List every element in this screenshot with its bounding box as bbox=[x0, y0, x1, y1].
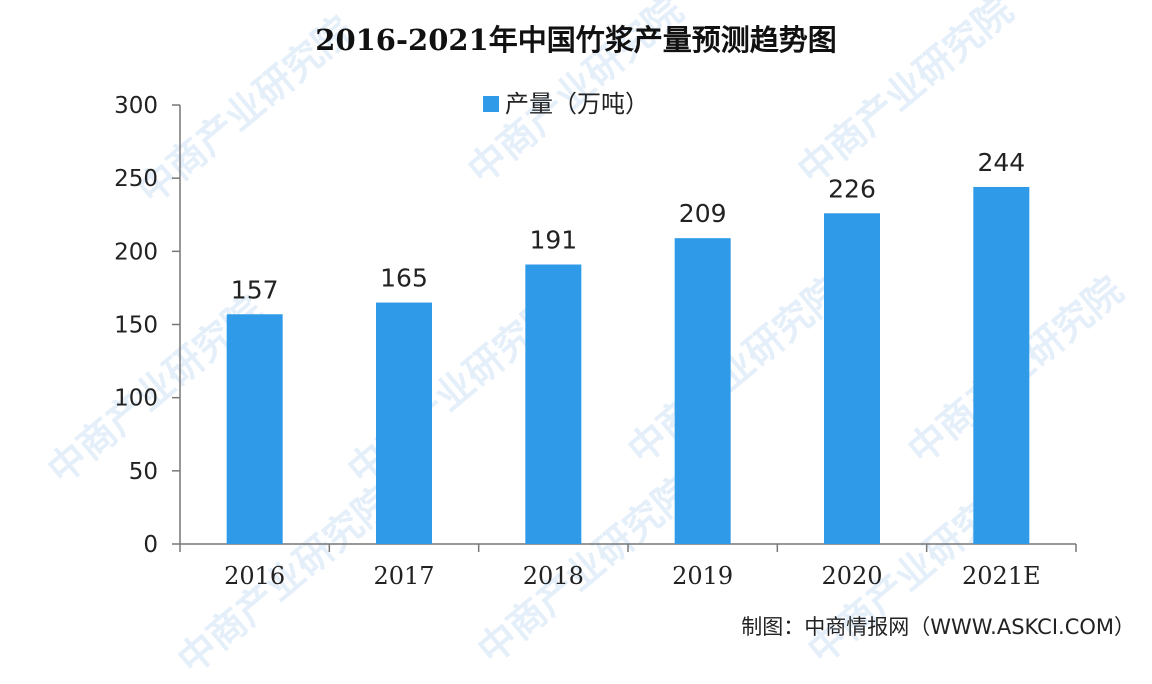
bar bbox=[674, 238, 731, 544]
axes: 0 50 100 150 200 250 300 2016 2017 2018 2019 2020 20… bbox=[114, 93, 1077, 590]
legend: 产量（万吨） bbox=[483, 90, 649, 118]
x-tick-label: 2020 bbox=[821, 562, 882, 590]
legend-label: 产量（万吨） bbox=[505, 90, 649, 118]
source-note: 制图：中商情报网（WWW.ASKCI.COM） bbox=[741, 615, 1135, 639]
y-tick-label: 300 bbox=[114, 93, 158, 119]
x-tick-label: 2021E bbox=[962, 562, 1041, 590]
x-tick-label: 2016 bbox=[224, 562, 285, 590]
y-tick-label: 0 bbox=[143, 532, 158, 558]
bar bbox=[226, 314, 283, 544]
chart-title: 2016-2021年中国竹浆产量预测趋势图 bbox=[315, 23, 836, 57]
data-label: 244 bbox=[977, 148, 1025, 177]
bar bbox=[824, 213, 880, 544]
y-tick-label: 250 bbox=[114, 166, 158, 192]
bars bbox=[226, 186, 1030, 545]
data-label: 226 bbox=[828, 174, 876, 203]
x-tick-label: 2017 bbox=[373, 562, 434, 590]
bar bbox=[973, 186, 1030, 545]
y-tick-label: 200 bbox=[114, 239, 158, 265]
data-label: 209 bbox=[679, 199, 727, 228]
y-tick-label: 100 bbox=[114, 386, 158, 412]
y-tick-label: 150 bbox=[114, 313, 158, 339]
y-tick-label: 50 bbox=[129, 459, 158, 485]
bar-chart: 2016-2021年中国竹浆产量预测趋势图 产量（万吨） 0 50 100 150 20… bbox=[114, 23, 1135, 639]
bar bbox=[376, 302, 432, 544]
legend-swatch bbox=[483, 96, 499, 112]
x-tick-label: 2018 bbox=[523, 562, 584, 590]
bar bbox=[525, 264, 582, 544]
data-label: 157 bbox=[231, 275, 279, 304]
x-tick-label: 2019 bbox=[672, 562, 733, 590]
data-label: 165 bbox=[380, 264, 428, 293]
data-labels: 157 165 191 209 226 244 bbox=[231, 148, 1025, 304]
data-label: 191 bbox=[529, 226, 577, 255]
